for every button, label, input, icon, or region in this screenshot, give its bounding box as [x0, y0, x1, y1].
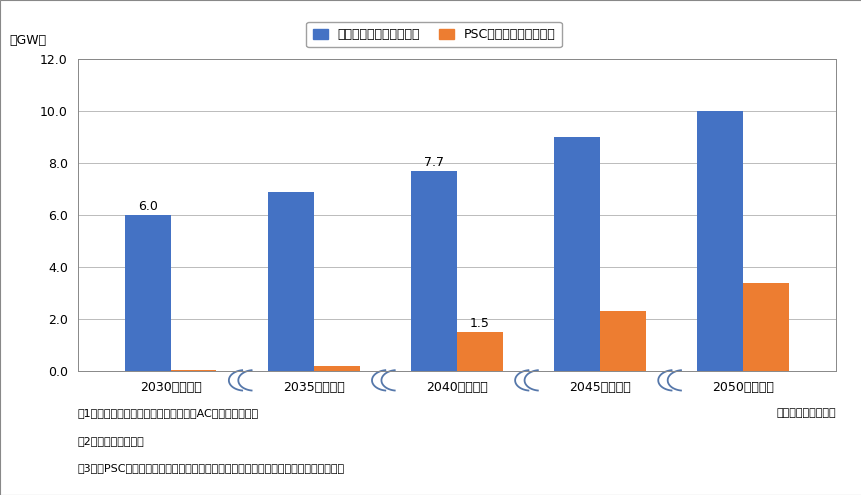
Bar	[411, 171, 456, 371]
Text: 7.7: 7.7	[424, 156, 443, 169]
Bar	[599, 311, 645, 371]
Bar	[697, 111, 742, 371]
Text: 注1．　国内の太陽光発電設備の容量（AC：交流）ベース: 注1． 国内の太陽光発電設備の容量（AC：交流）ベース	[77, 408, 258, 418]
Bar	[125, 215, 170, 371]
Text: 注2．　すべて予測値: 注2． すべて予測値	[77, 436, 144, 446]
Text: （GW）: （GW）	[9, 34, 46, 47]
Text: 6.0: 6.0	[138, 200, 158, 213]
Bar	[554, 137, 599, 371]
Bar	[268, 192, 313, 371]
Text: 注3．　PSC（ペロブスカイト太陽電池）による新規導入容量は、新規導入容量の内数: 注3． PSC（ペロブスカイト太陽電池）による新規導入容量は、新規導入容量の内数	[77, 463, 344, 473]
Bar	[170, 370, 216, 371]
Bar	[313, 366, 359, 371]
Bar	[742, 283, 788, 371]
Text: 1.5: 1.5	[469, 317, 489, 330]
Text: 矢野経済研究所調べ: 矢野経済研究所調べ	[776, 408, 835, 418]
Legend: 太陽光発電新規導入容量, PSCによる新規導入容量: 太陽光発電新規導入容量, PSCによる新規導入容量	[306, 22, 561, 48]
Bar	[456, 332, 502, 371]
